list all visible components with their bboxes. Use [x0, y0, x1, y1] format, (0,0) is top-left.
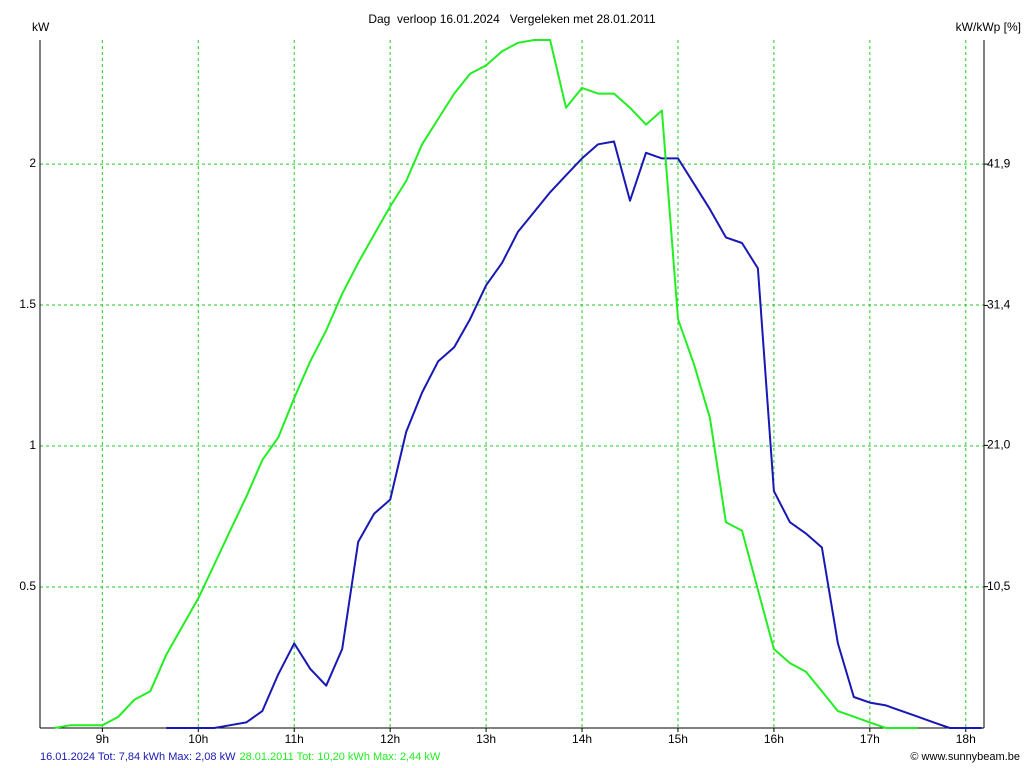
y2-axis-label: kW/kWp [%] — [956, 20, 1021, 34]
y2-tick-label: 31,4 — [987, 298, 1011, 312]
x-tick-label: 17h — [860, 732, 880, 746]
x-tick-label: 16h — [764, 732, 784, 746]
credit: © www.sunnybeam.be — [910, 751, 1020, 763]
x-tick-label: 10h — [188, 732, 208, 746]
chart-title: Dag verloop 16.01.2024 Vergeleken met 28… — [368, 12, 656, 26]
x-tick-label: 12h — [380, 732, 400, 746]
data-line — [166, 140, 982, 729]
y2-tick-label: 21,0 — [987, 438, 1011, 452]
y-tick-label: 1 — [29, 438, 36, 452]
x-tick-label: 18h — [956, 732, 976, 746]
y-tick-label: 0.5 — [19, 579, 36, 593]
x-tick-label: 11h — [285, 732, 304, 746]
x-tick-label: 15h — [668, 732, 688, 746]
data-line — [54, 39, 918, 729]
x-tick-label: 13h — [476, 732, 496, 746]
legend-entry: 28.01.2011 Tot: 10,20 kWh Max: 2,44 kW — [239, 751, 440, 763]
x-tick-label: 14h — [572, 732, 592, 746]
y2-tick-label: 10,5 — [987, 579, 1011, 593]
legend-entry: 16.01.2024 Tot: 7,84 kWh Max: 2,08 kW — [40, 751, 236, 763]
y-tick-label: 2 — [29, 156, 36, 170]
y-axis-label: kW — [32, 20, 50, 34]
x-tick-label: 9h — [96, 732, 109, 746]
y-tick-label: 1.5 — [19, 297, 36, 311]
y2-tick-label: 41,9 — [987, 156, 1011, 170]
